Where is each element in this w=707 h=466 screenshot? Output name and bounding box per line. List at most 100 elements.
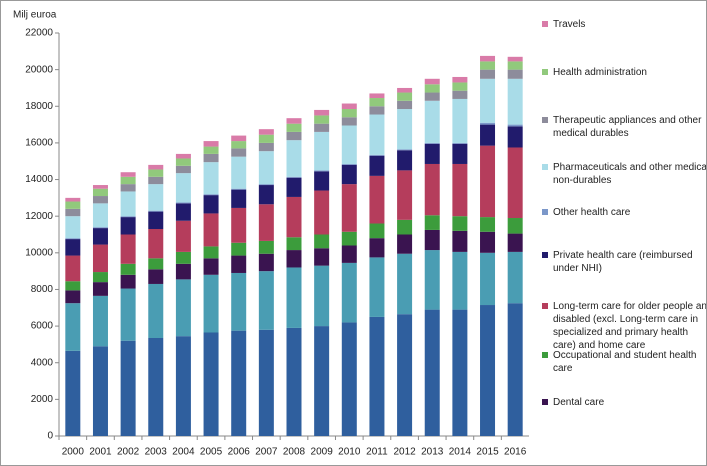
bar-segment [65,350,81,436]
bar-segment [507,56,523,62]
bar-segment [258,151,274,185]
bar-segment [65,216,81,239]
bar-segment [424,142,440,144]
legend-swatch [542,252,548,258]
bar-segment [397,100,413,110]
bar-segment [120,184,136,192]
bar-segment [175,173,191,203]
legend-label: Private health care (reimbursed under NH… [553,250,693,274]
bar-segment [369,316,385,436]
bar-segment [92,227,108,229]
bar-segment [175,336,191,436]
bar-segment [65,239,81,256]
bar-segment [258,129,274,135]
bar-segment [92,295,108,347]
bar-segment [65,208,81,217]
bar-segment [452,142,468,144]
bar-segment [341,109,357,118]
bar-segment [369,93,385,99]
bar-segment [369,106,385,115]
bar-segment [480,145,496,218]
bar-segment [65,238,81,240]
bar-segment [92,185,108,189]
bar-segment [286,327,302,436]
bar-segment [480,305,496,436]
legend-swatch [542,69,548,75]
bar-segment [258,329,274,436]
bar-segment [397,314,413,436]
y-tick-label: 10000 [25,247,53,258]
bar-segment [231,141,247,149]
bar-segment [397,150,413,171]
bar-segment [65,201,81,209]
x-tick-label: 2007 [255,447,278,458]
bar-segment [480,252,496,306]
bar-segment [120,172,136,177]
bar-segment [258,134,274,143]
bar-segment [314,131,330,171]
bar-segment [92,196,108,204]
bar-segment [424,215,440,230]
bar-segment [175,279,191,337]
bar-segment [65,290,81,304]
bar-segment [120,216,136,218]
bar-segment [148,169,164,177]
bar-segment [65,303,81,351]
bar-segment [286,140,302,177]
bar-segment [231,207,247,243]
bar-segment [175,153,191,159]
bar-segment [369,238,385,258]
bar-segment [120,191,136,217]
bar-segment [314,115,330,124]
bar-segment [286,250,302,268]
bar-segment [341,117,357,126]
bar-segment [341,163,357,165]
bar-segment [452,309,468,436]
bar-segment [480,124,496,146]
bar-segment [397,253,413,315]
bar-segment [314,170,330,172]
bar-segment [369,98,385,107]
bar-segment [341,322,357,436]
bar-segment [148,211,164,230]
bar-segment [203,141,219,147]
bar-segment [286,267,302,328]
bar-segment [452,76,468,83]
bar-segment [452,216,468,231]
bar-segment [424,78,440,85]
bar-segment [175,158,191,166]
bar-segment [314,234,330,249]
bar-segment [258,185,274,205]
bar-segment [92,346,108,436]
bar-segment [203,332,219,436]
bar-segment [314,190,330,235]
bar-segment [203,146,219,154]
bar-segment [507,126,523,148]
bar-segment [507,69,523,79]
bar-segment [424,250,440,310]
bar-segment [65,281,81,291]
legend-label: Long-term care for older people and disa… [553,301,707,351]
bar-segment [424,100,440,143]
legend-swatch [542,117,548,123]
bar-segment [92,244,108,273]
bar-segment [507,147,523,219]
bar-segment [507,124,523,127]
bar-segment [120,274,136,289]
bar-segment [480,231,496,253]
bar-segment [120,217,136,235]
bar-segment [65,255,81,282]
bar-segment [148,176,164,185]
bar-segment [424,163,440,216]
bar-segment [452,143,468,164]
bar-segment [120,176,136,185]
bar-segment [507,61,523,70]
bar-segment [148,164,164,170]
bar-segment [424,84,440,93]
y-tick-label: 14000 [25,174,53,185]
bar-segment [424,229,440,251]
bar-segment [452,82,468,91]
bar-segment [341,245,357,263]
bar-segment [175,220,191,252]
